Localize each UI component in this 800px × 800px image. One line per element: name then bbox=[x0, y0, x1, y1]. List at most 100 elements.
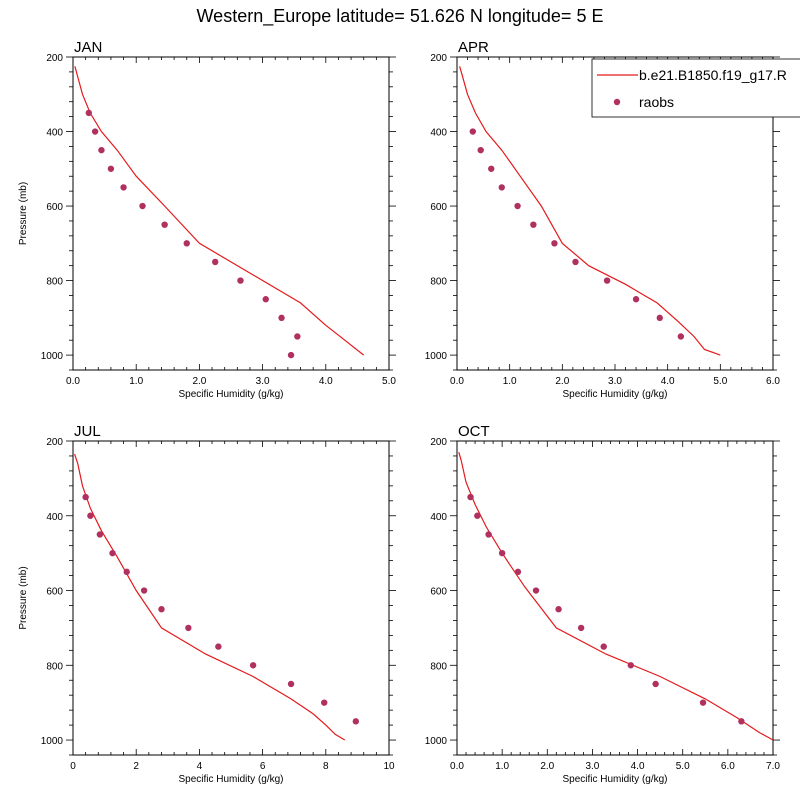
y-tick-label: 600 bbox=[46, 202, 63, 213]
raobs-point bbox=[183, 240, 190, 247]
legend-marker-swatch bbox=[613, 98, 621, 106]
x-tick-label: 4.0 bbox=[661, 376, 675, 387]
raobs-point bbox=[139, 202, 146, 210]
figure-title: Western_Europe latitude= 51.626 N longit… bbox=[197, 6, 604, 27]
y-tick-label: 400 bbox=[46, 512, 63, 523]
y-tick-label: 200 bbox=[430, 53, 447, 64]
y-tick-label: 1000 bbox=[41, 351, 64, 362]
x-tick-label: 4 bbox=[197, 761, 203, 772]
y-tick-label: 800 bbox=[46, 277, 63, 288]
x-tick-label: 2.0 bbox=[540, 761, 554, 772]
legend-box bbox=[591, 58, 800, 118]
y-tick-label: 400 bbox=[46, 128, 63, 139]
x-tick-label: 5.0 bbox=[713, 376, 727, 387]
x-axis-label: Specific Humidity (g/kg) bbox=[562, 389, 667, 400]
x-tick-label: 1.0 bbox=[129, 376, 143, 387]
raobs-point bbox=[551, 240, 558, 247]
raobs-point bbox=[600, 643, 607, 650]
raobs-point bbox=[477, 146, 484, 154]
x-tick-label: 0 bbox=[70, 761, 76, 772]
y-tick-label: 600 bbox=[430, 202, 447, 213]
raobs-point bbox=[287, 351, 295, 359]
raobs-point bbox=[98, 146, 105, 154]
y-tick-label: 400 bbox=[430, 128, 447, 139]
model-series-line bbox=[458, 452, 774, 741]
x-tick-label: 4.0 bbox=[631, 761, 645, 772]
raobs-point bbox=[498, 549, 506, 557]
raobs-point bbox=[91, 128, 99, 135]
x-tick-label: 3.0 bbox=[256, 376, 270, 387]
x-tick-label: 0.0 bbox=[450, 376, 464, 387]
x-axis-label: Specific Humidity (g/kg) bbox=[178, 389, 283, 400]
raobs-point bbox=[514, 202, 521, 210]
raobs-point bbox=[577, 624, 585, 632]
model-series-line bbox=[74, 66, 365, 356]
raobs-point bbox=[185, 624, 192, 632]
panel-title: APR bbox=[458, 39, 489, 56]
raobs-point bbox=[212, 258, 219, 266]
legend-label-raobs: raobs bbox=[639, 94, 674, 110]
raobs-point bbox=[123, 568, 130, 576]
raobs-point bbox=[140, 587, 148, 594]
y-tick-label: 1000 bbox=[425, 351, 448, 362]
raobs-point bbox=[603, 277, 611, 284]
raobs-point bbox=[237, 277, 244, 284]
x-tick-label: 5.0 bbox=[676, 761, 690, 772]
raobs-point bbox=[572, 258, 579, 266]
panel-jan: JAN 0.0 1.0 2.0 3.0 4.0 5.0 200 400 600 800 1000 Spe… bbox=[18, 39, 396, 400]
raobs-point bbox=[158, 606, 165, 613]
x-tick-label: 4.0 bbox=[319, 376, 333, 387]
raobs-point bbox=[278, 314, 285, 322]
raobs-point bbox=[498, 184, 505, 191]
x-tick-label: 2.0 bbox=[192, 376, 206, 387]
raobs-point bbox=[85, 109, 93, 117]
raobs-point bbox=[530, 221, 537, 228]
x-tick-label: 2 bbox=[133, 761, 139, 772]
y-tick-label: 200 bbox=[430, 437, 447, 448]
x-tick-label: 6.0 bbox=[721, 761, 735, 772]
x-tick-label: 1.0 bbox=[503, 376, 517, 387]
raobs-point bbox=[249, 662, 257, 669]
raobs-point bbox=[474, 512, 481, 519]
raobs-point bbox=[215, 643, 222, 650]
raobs-point bbox=[287, 680, 295, 688]
raobs-point bbox=[321, 699, 328, 706]
raobs-point bbox=[485, 531, 492, 538]
raobs-point bbox=[652, 680, 659, 688]
y-tick-label: 800 bbox=[430, 661, 447, 672]
raobs-point bbox=[555, 606, 562, 613]
raobs-point bbox=[677, 333, 685, 340]
x-tick-label: 6 bbox=[260, 761, 266, 772]
x-tick-label: 5.0 bbox=[382, 376, 396, 387]
plot-frame bbox=[72, 440, 390, 756]
y-tick-label: 600 bbox=[430, 587, 447, 598]
y-axis-label: Pressure (mb) bbox=[18, 182, 29, 245]
raobs-point bbox=[109, 549, 116, 557]
raobs-point bbox=[469, 128, 476, 135]
raobs-point bbox=[514, 568, 522, 576]
panel-jul: JUL 0 2 4 6 8 10 200 400 600 800 1000 Specific Humid… bbox=[18, 423, 396, 785]
raobs-point bbox=[82, 493, 89, 501]
y-tick-label: 800 bbox=[46, 661, 63, 672]
raobs-point bbox=[294, 333, 301, 340]
raobs-point bbox=[488, 165, 495, 172]
raobs-point bbox=[699, 699, 707, 706]
x-axis-label: Specific Humidity (g/kg) bbox=[178, 774, 283, 785]
raobs-point bbox=[738, 718, 745, 725]
raobs-point bbox=[120, 184, 127, 191]
x-tick-label: 3.0 bbox=[585, 761, 599, 772]
model-series-line bbox=[459, 66, 721, 356]
panel-oct: OCT 0.0 1.0 2.0 3.0 4.0 5.0 6.0 7.0 200 400 600 800 1… bbox=[425, 423, 781, 785]
y-axis-label: Pressure (mb) bbox=[18, 566, 29, 629]
x-tick-label: 8 bbox=[323, 761, 329, 772]
raobs-point bbox=[96, 531, 104, 538]
y-tick-label: 400 bbox=[430, 512, 447, 523]
panel-title: JUL bbox=[74, 423, 101, 440]
panel-title: OCT bbox=[458, 423, 490, 440]
x-tick-label: 0.0 bbox=[66, 376, 80, 387]
x-tick-label: 7.0 bbox=[766, 761, 780, 772]
panels: JAN 0.0 1.0 2.0 3.0 4.0 5.0 200 400 600 800 1000 Spe… bbox=[18, 39, 780, 785]
raobs-point bbox=[107, 165, 115, 172]
raobs-point bbox=[532, 587, 540, 594]
